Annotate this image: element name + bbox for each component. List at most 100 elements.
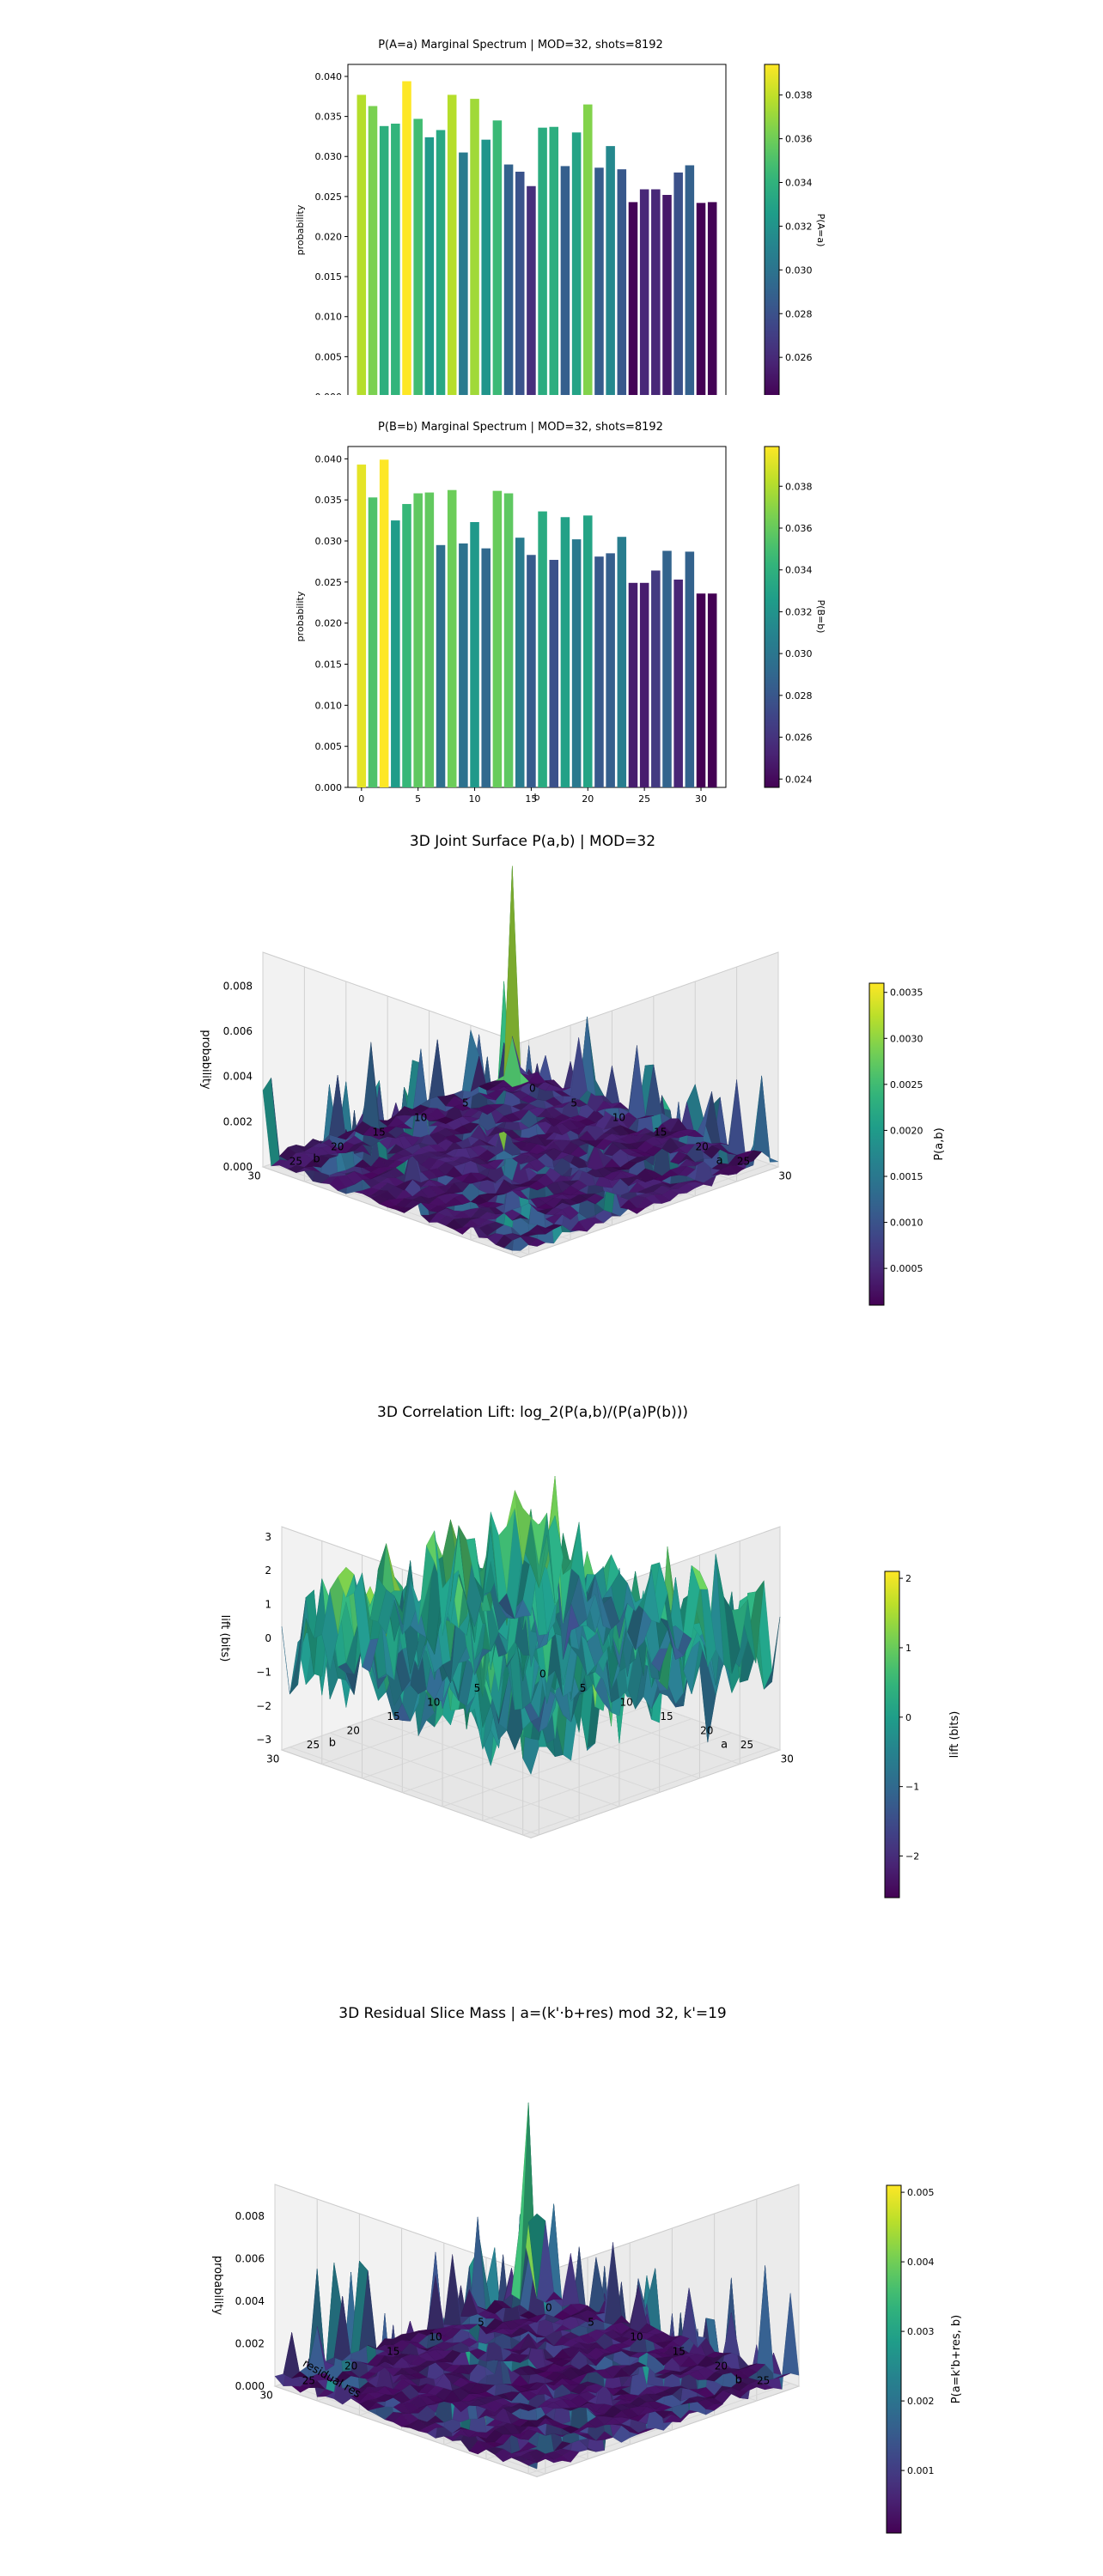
z-tick-label: −1	[256, 1666, 271, 1678]
surface-facet	[522, 1508, 539, 1526]
bar	[549, 126, 559, 395]
bar	[685, 165, 695, 395]
bars	[356, 81, 717, 395]
y-tick-label: 25	[307, 1739, 320, 1751]
x-tick-label: 30	[695, 793, 707, 803]
y-tick-label: 0.020	[315, 231, 343, 242]
y-tick-label: 0.020	[315, 618, 343, 629]
y-tick-label: 0.025	[315, 577, 343, 588]
y-tick-label: 5	[474, 1682, 481, 1694]
y-tick-label: 30	[260, 2390, 273, 2402]
colorbar: −2 −1 0 1 2 lift (bits)	[884, 1571, 961, 1899]
z-tick-label: 0.004	[235, 2295, 265, 2307]
bar	[628, 202, 638, 395]
z-axis-label: probability	[211, 2256, 224, 2316]
x-tick-label: 5	[580, 1682, 587, 1694]
z-tick-label: 1	[265, 1599, 271, 1611]
chart-title: 3D Joint Surface P(a,b) | MOD=32	[410, 833, 655, 850]
z-tick-label: 0.002	[223, 1115, 253, 1127]
x-axis-label: b	[735, 2374, 742, 2387]
x-tick-label: 15	[673, 2346, 686, 2358]
y-axis-label: probability	[295, 591, 306, 641]
chart-title: P(B=b) Marginal Spectrum | MOD=32, shots…	[378, 421, 663, 434]
x-tick-label: 25	[740, 1739, 753, 1751]
y-tick-label: 0.030	[315, 151, 343, 162]
surface	[274, 2102, 800, 2470]
y-tick-label: 20	[331, 1141, 344, 1153]
bar	[696, 203, 706, 395]
bar	[368, 497, 378, 787]
z-tick-label: 0.004	[223, 1071, 253, 1083]
y-tick-label: 10	[429, 2331, 442, 2343]
colorbar-label: P(a,b)	[933, 1127, 946, 1160]
colorbar-tick-label: 0.002	[907, 2396, 935, 2407]
colorbar-tick-label: 0.0010	[890, 1218, 923, 1229]
y-tick-label: 0.015	[315, 271, 343, 283]
bar	[571, 132, 582, 395]
y-tick-label: 0.010	[315, 700, 343, 711]
bar	[459, 152, 468, 395]
x-tick-label: 0	[539, 1668, 546, 1680]
bar	[515, 538, 525, 787]
bar	[447, 489, 457, 787]
joint-surface-chart: 3D Joint Surface P(a,b) | MOD=32 0 5 10 15 20…	[199, 833, 946, 1306]
colorbar-tick-label: 1	[905, 1643, 911, 1654]
bar	[651, 189, 661, 395]
x-tick-label: 30	[781, 1753, 794, 1765]
bar	[583, 104, 593, 395]
y-tick-label: 30	[266, 1753, 279, 1765]
bar	[606, 146, 615, 395]
colorbar-tick-label: 2	[905, 1573, 911, 1584]
z-tick-label: 0.006	[223, 1025, 253, 1037]
y-tick-label: 5	[462, 1097, 469, 1109]
y-tick-label: 0.040	[315, 71, 343, 82]
bars	[356, 459, 717, 787]
bar	[503, 493, 514, 787]
colorbar-tick-label: −1	[905, 1782, 919, 1793]
y-tick-label: 15	[373, 1127, 386, 1139]
y-tick-label: 20	[344, 2360, 357, 2372]
y-tick-label: 0.030	[315, 536, 343, 547]
y-axis-label: b	[313, 1153, 320, 1166]
y-axis-label: b	[329, 1737, 336, 1750]
z-tick-label: 3	[265, 1531, 271, 1543]
x-tick-label: 5	[415, 793, 421, 803]
x-tick-label: 10	[612, 1112, 625, 1124]
correlation-lift-chart: 3D Correlation Lift: log_2(P(a,b)/(P(a)P…	[218, 1404, 961, 1899]
colorbar: 0.001 0.002 0.003 0.004 0.005 P(a=k'b+res, b)	[886, 2184, 963, 2534]
x-tick-label: 10	[469, 793, 481, 803]
colorbar-tick-label: 0.030	[785, 264, 813, 276]
colorbar-tick-label: 0	[905, 1712, 911, 1723]
grid-line	[522, 1747, 772, 1836]
bar	[391, 124, 400, 395]
x-tick-label: 30	[778, 1170, 791, 1182]
colorbar-tick-label: 0.024	[785, 774, 813, 785]
bar	[662, 195, 672, 395]
bar	[707, 593, 717, 787]
z-tick-label: 0.006	[235, 2253, 265, 2265]
colorbar-tick-label: 0.0015	[890, 1171, 923, 1182]
x-tick-label: 0	[529, 1083, 536, 1095]
colorbar-tick-label: 0.0005	[890, 1263, 923, 1274]
colorbar-label: P(A=a)	[815, 214, 826, 247]
bar	[368, 106, 378, 395]
bar	[594, 556, 604, 787]
y-tick-label: 10	[414, 1112, 427, 1124]
bar	[639, 582, 649, 787]
bar	[379, 459, 389, 787]
bar	[639, 189, 649, 395]
bar	[707, 202, 717, 395]
bar	[606, 553, 615, 787]
chart-title: 3D Residual Slice Mass | a=(k'·b+res) mo…	[338, 2005, 727, 2022]
colorbar-tick-label: 0.003	[907, 2326, 935, 2337]
bar	[356, 465, 367, 787]
colorbar-tick-label: 0.005	[907, 2187, 935, 2198]
bar	[594, 167, 604, 395]
bar	[470, 522, 479, 787]
chart-title: P(A=a) Marginal Spectrum | MOD=32, shots…	[378, 39, 663, 52]
colorbar-tick-label: 0.028	[785, 308, 813, 319]
bar	[538, 511, 547, 787]
colorbar: 0.0005 0.0010 0.0015 0.0020 0.0025 0.0030 0.00…	[868, 982, 946, 1306]
surface	[281, 1476, 781, 1775]
axis-ticks: 051015202530510152025300.0000.0020.0040.…	[199, 980, 792, 1182]
